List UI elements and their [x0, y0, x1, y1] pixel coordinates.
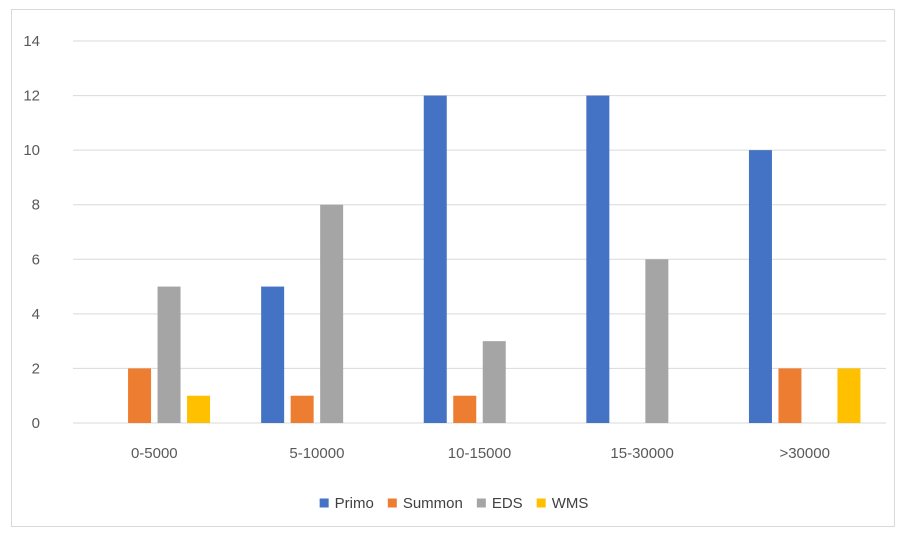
bar-summon-1 — [290, 395, 314, 423]
bar-eds-0 — [157, 286, 181, 423]
x-tick-label: 15-30000 — [610, 445, 673, 462]
legend-swatch-wms — [536, 498, 546, 508]
bar-summon-0 — [128, 368, 152, 423]
bar-summon-2 — [453, 395, 477, 423]
y-tick-label: 12 — [23, 88, 40, 105]
bar-primo-3 — [586, 95, 610, 424]
legend-label-summon: Summon — [403, 495, 463, 512]
legend: Primo Summon EDS WMS — [319, 495, 589, 512]
bar-primo-1 — [261, 286, 285, 423]
bars — [128, 95, 861, 424]
legend-swatch-primo — [319, 498, 329, 508]
y-tick-label: 4 — [32, 306, 40, 323]
legend-label-wms: WMS — [552, 495, 589, 512]
bar-primo-4 — [748, 150, 772, 423]
legend-swatch-summon — [387, 498, 397, 508]
x-axis-ticks: 0-5000 5-10000 10-15000 15-30000 >30000 — [131, 445, 830, 462]
x-tick-label: 0-5000 — [131, 445, 178, 462]
bar-primo-2 — [423, 95, 447, 424]
bar-eds-3 — [645, 259, 669, 423]
y-tick-label: 6 — [32, 251, 40, 268]
bar-summon-4 — [778, 368, 802, 423]
y-axis-ticks: 0 2 4 6 8 10 12 14 — [23, 33, 40, 432]
y-tick-label: 8 — [32, 197, 40, 214]
y-tick-label: 14 — [23, 33, 40, 50]
legend-swatch-eds — [476, 498, 486, 508]
bar-wms-4 — [837, 368, 861, 423]
x-tick-label: 5-10000 — [289, 445, 344, 462]
y-tick-label: 2 — [32, 360, 40, 377]
bar-wms-0 — [187, 395, 211, 423]
bar-eds-1 — [320, 204, 344, 423]
bar-eds-2 — [482, 341, 506, 423]
bar-chart: 0 2 4 6 8 10 12 14 0-5000 5-10000 10-15000 15-3000… — [23, 33, 886, 512]
y-tick-label: 10 — [23, 142, 40, 159]
legend-label-eds: EDS — [492, 495, 523, 512]
chart-frame: 0 2 4 6 8 10 12 14 0-5000 5-10000 10-15000 15-3000… — [11, 9, 895, 527]
x-tick-label: >30000 — [779, 445, 829, 462]
legend-label-primo: Primo — [335, 495, 374, 512]
gridlines — [73, 40, 886, 424]
x-tick-label: 10-15000 — [448, 445, 511, 462]
y-tick-label: 0 — [32, 415, 40, 432]
